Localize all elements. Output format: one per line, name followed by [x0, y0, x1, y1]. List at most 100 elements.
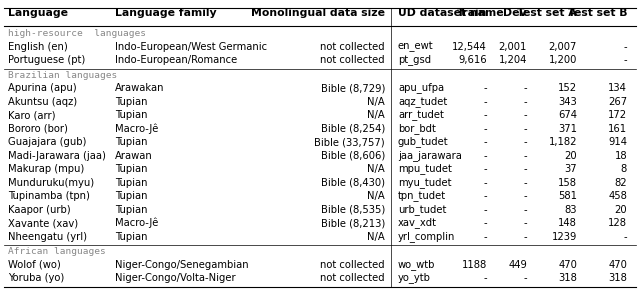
- Text: 343: 343: [558, 97, 577, 106]
- Text: not collected: not collected: [321, 42, 385, 52]
- Text: Arawan: Arawan: [115, 151, 153, 160]
- Text: Tupian: Tupian: [115, 164, 147, 174]
- Text: not collected: not collected: [321, 260, 385, 270]
- Text: Language family: Language family: [115, 8, 216, 18]
- Text: -: -: [483, 97, 487, 106]
- Text: -: -: [524, 151, 527, 160]
- Text: jaa_jarawara: jaa_jarawara: [398, 150, 462, 160]
- Text: myu_tudet: myu_tudet: [398, 177, 451, 188]
- Text: -: -: [483, 83, 487, 93]
- Text: -: -: [483, 191, 487, 201]
- Text: N/A: N/A: [367, 97, 385, 106]
- Text: N/A: N/A: [367, 110, 385, 120]
- Text: -: -: [524, 218, 527, 228]
- Text: Indo-European/West Germanic: Indo-European/West Germanic: [115, 42, 267, 52]
- Text: Dev: Dev: [504, 8, 527, 18]
- Text: -: -: [483, 205, 487, 215]
- Text: 581: 581: [558, 191, 577, 201]
- Text: high-resource  languages: high-resource languages: [8, 29, 146, 38]
- Text: 128: 128: [608, 218, 627, 228]
- Text: 37: 37: [564, 164, 577, 174]
- Text: Macro-Jê: Macro-Jê: [115, 218, 158, 228]
- Text: -: -: [524, 83, 527, 93]
- Text: pt_gsd: pt_gsd: [398, 54, 431, 65]
- Text: Bororo (bor): Bororo (bor): [8, 124, 68, 134]
- Text: Tupian: Tupian: [115, 137, 147, 147]
- Text: 152: 152: [558, 83, 577, 93]
- Text: Tupian: Tupian: [115, 232, 147, 242]
- Text: -: -: [524, 178, 527, 188]
- Text: Bible (8,729): Bible (8,729): [321, 83, 385, 93]
- Text: 914: 914: [608, 137, 627, 147]
- Text: Portuguese (pt): Portuguese (pt): [8, 55, 85, 65]
- Text: African languages: African languages: [8, 247, 106, 256]
- Text: 83: 83: [564, 205, 577, 215]
- Text: 12,544: 12,544: [452, 42, 487, 52]
- Text: -: -: [483, 164, 487, 174]
- Text: 134: 134: [608, 83, 627, 93]
- Text: 161: 161: [608, 124, 627, 134]
- Text: 1,200: 1,200: [548, 55, 577, 65]
- Text: Tupinamba (tpn): Tupinamba (tpn): [8, 191, 90, 201]
- Text: Test set A: Test set A: [517, 8, 577, 18]
- Text: Karo (arr): Karo (arr): [8, 110, 56, 120]
- Text: Tupian: Tupian: [115, 110, 147, 120]
- Text: English (en): English (en): [8, 42, 68, 52]
- Text: 172: 172: [608, 110, 627, 120]
- Text: Apurina (apu): Apurina (apu): [8, 83, 77, 93]
- Text: Bible (33,757): Bible (33,757): [314, 137, 385, 147]
- Text: -: -: [524, 110, 527, 120]
- Text: Bible (8,213): Bible (8,213): [321, 218, 385, 228]
- Text: 449: 449: [508, 260, 527, 270]
- Text: -: -: [483, 124, 487, 134]
- Text: Yoruba (yo): Yoruba (yo): [8, 273, 64, 283]
- Text: -: -: [524, 164, 527, 174]
- Text: 1,182: 1,182: [548, 137, 577, 147]
- Text: apu_ufpa: apu_ufpa: [398, 82, 444, 93]
- Text: Tupian: Tupian: [115, 205, 147, 215]
- Text: Bible (8,535): Bible (8,535): [321, 205, 385, 215]
- Text: Train: Train: [456, 8, 487, 18]
- Text: N/A: N/A: [367, 164, 385, 174]
- Text: 470: 470: [558, 260, 577, 270]
- Text: 82: 82: [614, 178, 627, 188]
- Text: wo_wtb: wo_wtb: [398, 259, 435, 270]
- Text: Test set B: Test set B: [568, 8, 627, 18]
- Text: Kaapor (urb): Kaapor (urb): [8, 205, 70, 215]
- Text: 2,007: 2,007: [548, 42, 577, 52]
- Text: -: -: [524, 232, 527, 242]
- Text: Madi-Jarawara (jaa): Madi-Jarawara (jaa): [8, 151, 106, 160]
- Text: 371: 371: [558, 124, 577, 134]
- Text: -: -: [524, 191, 527, 201]
- Text: 1188: 1188: [461, 260, 487, 270]
- Text: arr_tudet: arr_tudet: [398, 109, 444, 120]
- Text: Macro-Jê: Macro-Jê: [115, 123, 158, 134]
- Text: 158: 158: [558, 178, 577, 188]
- Text: -: -: [524, 124, 527, 134]
- Text: tpn_tudet: tpn_tudet: [398, 190, 446, 201]
- Text: -: -: [483, 218, 487, 228]
- Text: 470: 470: [608, 260, 627, 270]
- Text: Indo-European/Romance: Indo-European/Romance: [115, 55, 237, 65]
- Text: Language: Language: [8, 8, 68, 18]
- Text: Makurap (mpu): Makurap (mpu): [8, 164, 84, 174]
- Text: 148: 148: [558, 218, 577, 228]
- Text: not collected: not collected: [321, 273, 385, 283]
- Text: 9,616: 9,616: [458, 55, 487, 65]
- Text: -: -: [483, 151, 487, 160]
- Text: -: -: [524, 97, 527, 106]
- Text: 458: 458: [608, 191, 627, 201]
- Text: -: -: [524, 273, 527, 283]
- Text: xav_xdt: xav_xdt: [398, 217, 437, 228]
- Text: Bible (8,606): Bible (8,606): [321, 151, 385, 160]
- Text: UD dataset name: UD dataset name: [398, 8, 504, 18]
- Text: -: -: [483, 137, 487, 147]
- Text: Munduruku(myu): Munduruku(myu): [8, 178, 94, 188]
- Text: 267: 267: [608, 97, 627, 106]
- Text: Tupian: Tupian: [115, 178, 147, 188]
- Text: Niger-Congo/Senegambian: Niger-Congo/Senegambian: [115, 260, 248, 270]
- Text: Tupian: Tupian: [115, 191, 147, 201]
- Text: N/A: N/A: [367, 232, 385, 242]
- Text: -: -: [623, 232, 627, 242]
- Text: Monolingual data size: Monolingual data size: [251, 8, 385, 18]
